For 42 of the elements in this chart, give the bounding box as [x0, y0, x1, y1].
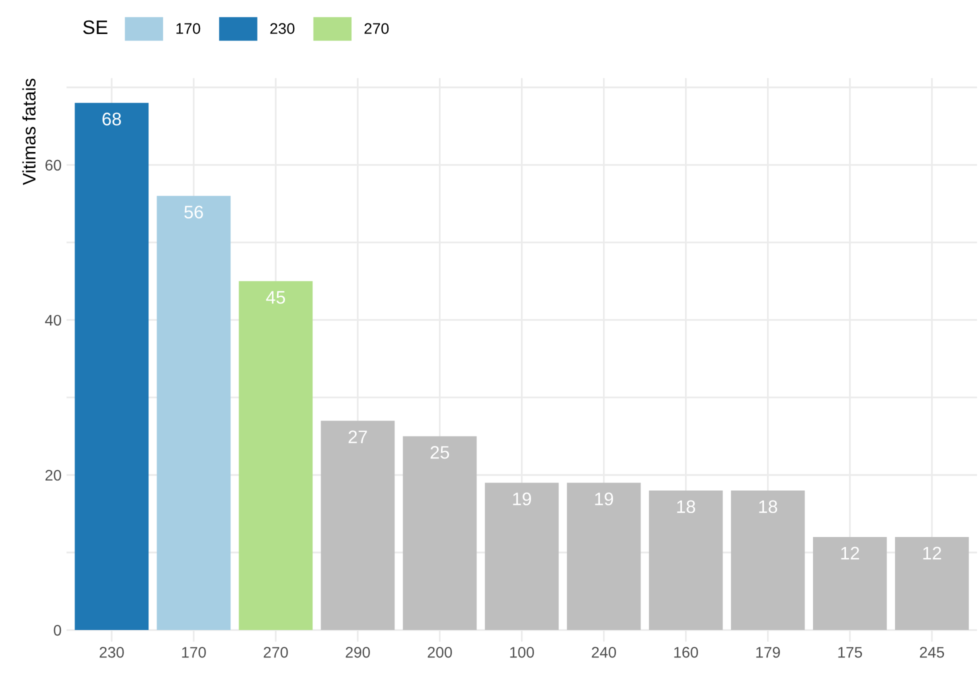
bar [648, 490, 723, 630]
legend-label: 170 [176, 23, 200, 34]
bar [74, 102, 149, 630]
x-tick-label: 160 [674, 646, 698, 658]
y-axis-title: Vitimas fatais [22, 78, 36, 186]
data-label: 19 [595, 492, 614, 506]
data-label: 68 [102, 112, 121, 126]
legend-label: 270 [364, 23, 389, 34]
y-tick-label: 20 [45, 470, 62, 481]
data-label: 45 [266, 291, 286, 304]
bar [812, 537, 887, 630]
x-tick-label: 179 [756, 646, 780, 658]
bar [566, 482, 641, 630]
x-tick-label: 175 [838, 647, 862, 658]
bar [320, 420, 395, 630]
bar [238, 281, 313, 630]
x-tick-label: 240 [592, 646, 616, 658]
legend-title: SE [83, 20, 108, 34]
bar [895, 537, 969, 630]
x-tick-label: 100 [510, 646, 534, 658]
x-tick-label: 230 [100, 646, 124, 658]
x-tick-label: 270 [264, 646, 288, 658]
x-tick-label: 200 [428, 646, 452, 658]
legend-label: 230 [270, 23, 294, 34]
bar [730, 490, 805, 630]
y-tick-label: 40 [45, 314, 62, 326]
y-tick-label: 60 [45, 160, 62, 171]
data-label: 56 [184, 206, 203, 218]
x-tick-label: 290 [346, 646, 370, 658]
data-label: 18 [677, 500, 696, 514]
x-tick-label: 170 [182, 646, 206, 658]
data-label: 25 [430, 446, 450, 459]
data-label: 27 [348, 430, 367, 444]
data-label: 19 [513, 492, 531, 506]
y-tick-label: 0 [54, 624, 62, 636]
bar [156, 196, 231, 630]
data-label: 12 [841, 546, 860, 560]
x-tick-label: 245 [920, 646, 944, 658]
bar [402, 436, 477, 630]
data-label: 18 [759, 500, 778, 514]
data-label: 12 [923, 546, 942, 560]
bar [484, 482, 559, 630]
